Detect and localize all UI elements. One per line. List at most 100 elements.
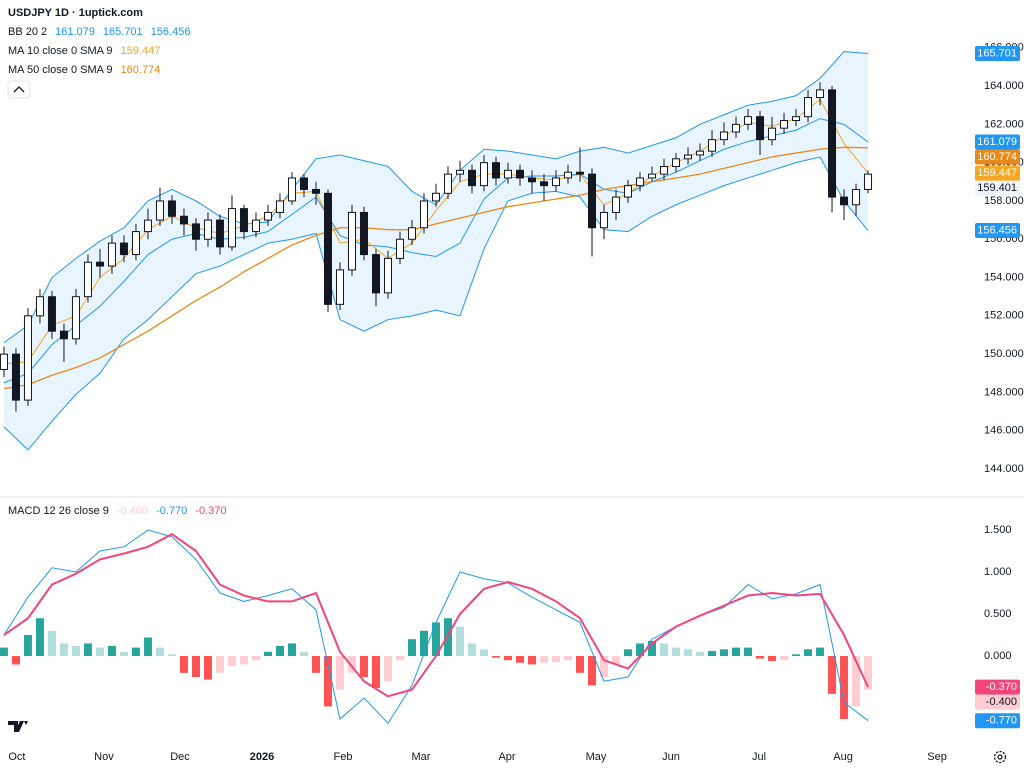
- histogram-bar: [467, 643, 476, 657]
- candle-body: [552, 177, 561, 187]
- y-tick-label: 162.000: [984, 118, 1024, 130]
- candle-body: [179, 215, 188, 225]
- histogram-bar: [299, 651, 308, 657]
- candle-body: [395, 238, 404, 259]
- legend-value: -0.370: [195, 505, 226, 517]
- candle-body: [624, 185, 633, 198]
- settings-button[interactable]: [993, 750, 1007, 764]
- candle-body: [23, 315, 32, 401]
- histogram-bar: [83, 643, 92, 657]
- candle-body: [323, 192, 332, 305]
- legend-name: MA 10 close 0 SMA 9: [8, 45, 113, 57]
- chart-title: USDJPY 1D · 1uptick.com: [8, 7, 143, 19]
- candle-body: [119, 242, 128, 256]
- candle-body: [588, 173, 597, 229]
- histogram-bar: [648, 640, 657, 657]
- y-tick-label: 0.500: [984, 608, 1012, 620]
- histogram-bar: [0, 647, 8, 657]
- histogram-bar: [311, 656, 320, 673]
- price-badge: [975, 713, 1020, 729]
- histogram-bar: [239, 656, 248, 665]
- histogram-bar: [407, 639, 416, 657]
- candle-body: [431, 192, 440, 202]
- y-tick-label: 152.000: [984, 310, 1024, 322]
- price-badge: [975, 165, 1020, 181]
- candle-body: [227, 208, 236, 248]
- histogram-bar: [167, 654, 176, 657]
- histogram-bar: [552, 656, 561, 662]
- candle-body: [467, 169, 476, 187]
- price-badge-label: 165.701: [977, 47, 1017, 59]
- candle-body: [335, 269, 344, 305]
- histogram-bar: [708, 650, 717, 657]
- histogram-bar: [251, 656, 260, 661]
- y-tick-label: 148.000: [984, 386, 1024, 398]
- logo-mark[interactable]: [8, 721, 28, 732]
- button-frame[interactable]: [7, 80, 31, 99]
- histogram-bar: [540, 656, 549, 663]
- histogram-bar: [852, 656, 861, 707]
- legend-value: -0.770: [156, 505, 187, 517]
- candle-body: [564, 171, 573, 179]
- gear-inner[interactable]: [997, 754, 1003, 760]
- x-tick-label: Nov: [94, 751, 114, 763]
- candle-body: [263, 211, 272, 221]
- histogram-bar: [828, 656, 837, 694]
- histogram-bar: [179, 656, 188, 673]
- histogram-bar: [504, 656, 513, 661]
- gear-outer[interactable]: [993, 750, 1007, 764]
- candle-body: [648, 173, 657, 179]
- candle-body: [59, 330, 68, 340]
- candle-body: [768, 127, 777, 141]
- candle-body: [684, 154, 693, 160]
- legend-name: MA 50 close 0 SMA 9: [8, 64, 113, 76]
- histogram-bar: [323, 656, 332, 707]
- bb-band-fill: [3, 51, 869, 450]
- candle-body: [35, 296, 44, 317]
- y-tick-label: 154.000: [984, 271, 1024, 283]
- candle-body: [792, 116, 801, 122]
- histogram-bar: [600, 656, 609, 678]
- legend-value: 159.447: [121, 45, 161, 57]
- x-tick-label: Aug: [833, 751, 853, 763]
- candle-body: [516, 169, 525, 179]
- histogram-bar: [840, 656, 849, 720]
- price-badge-label: 161.079: [977, 136, 1017, 148]
- histogram-bar: [227, 656, 236, 667]
- collapse-button[interactable]: [7, 80, 31, 99]
- histogram-bar: [395, 656, 404, 661]
- candle-body: [143, 219, 152, 233]
- chevron-icon[interactable]: [13, 86, 25, 93]
- histogram-bar: [612, 656, 621, 665]
- candle-body: [155, 200, 164, 221]
- histogram-bar: [35, 618, 44, 657]
- candle-body: [720, 131, 729, 141]
- histogram-bar: [119, 651, 128, 657]
- histogram-bar: [203, 656, 212, 680]
- histogram-bar: [275, 645, 284, 657]
- candle-body: [696, 150, 705, 156]
- histogram-bar: [696, 651, 705, 657]
- candle-body: [167, 200, 176, 217]
- histogram-bar: [431, 622, 440, 657]
- histogram-bar: [732, 647, 741, 657]
- histogram-bar: [371, 656, 380, 688]
- price-badge-label: 156.456: [977, 224, 1017, 236]
- candle-body: [383, 257, 392, 294]
- x-tick-label: Sep: [927, 751, 947, 763]
- histogram-bar: [492, 656, 501, 658]
- histogram-bar: [528, 656, 537, 665]
- x-tick-label: Jul: [752, 751, 766, 763]
- price-badge-label: -0.400: [986, 696, 1017, 708]
- histogram-bar: [576, 656, 585, 673]
- price-badge-label: 160.774: [977, 151, 1017, 163]
- price-badge-label: -0.370: [986, 681, 1017, 693]
- tv-logo[interactable]: [8, 721, 28, 732]
- candle-body: [203, 219, 212, 240]
- histogram-bar: [720, 649, 729, 657]
- histogram-bar: [756, 656, 765, 659]
- y-tick-label: 164.000: [984, 80, 1024, 92]
- candle-body: [239, 208, 248, 233]
- candle-body: [287, 177, 296, 202]
- candle-body: [528, 177, 537, 183]
